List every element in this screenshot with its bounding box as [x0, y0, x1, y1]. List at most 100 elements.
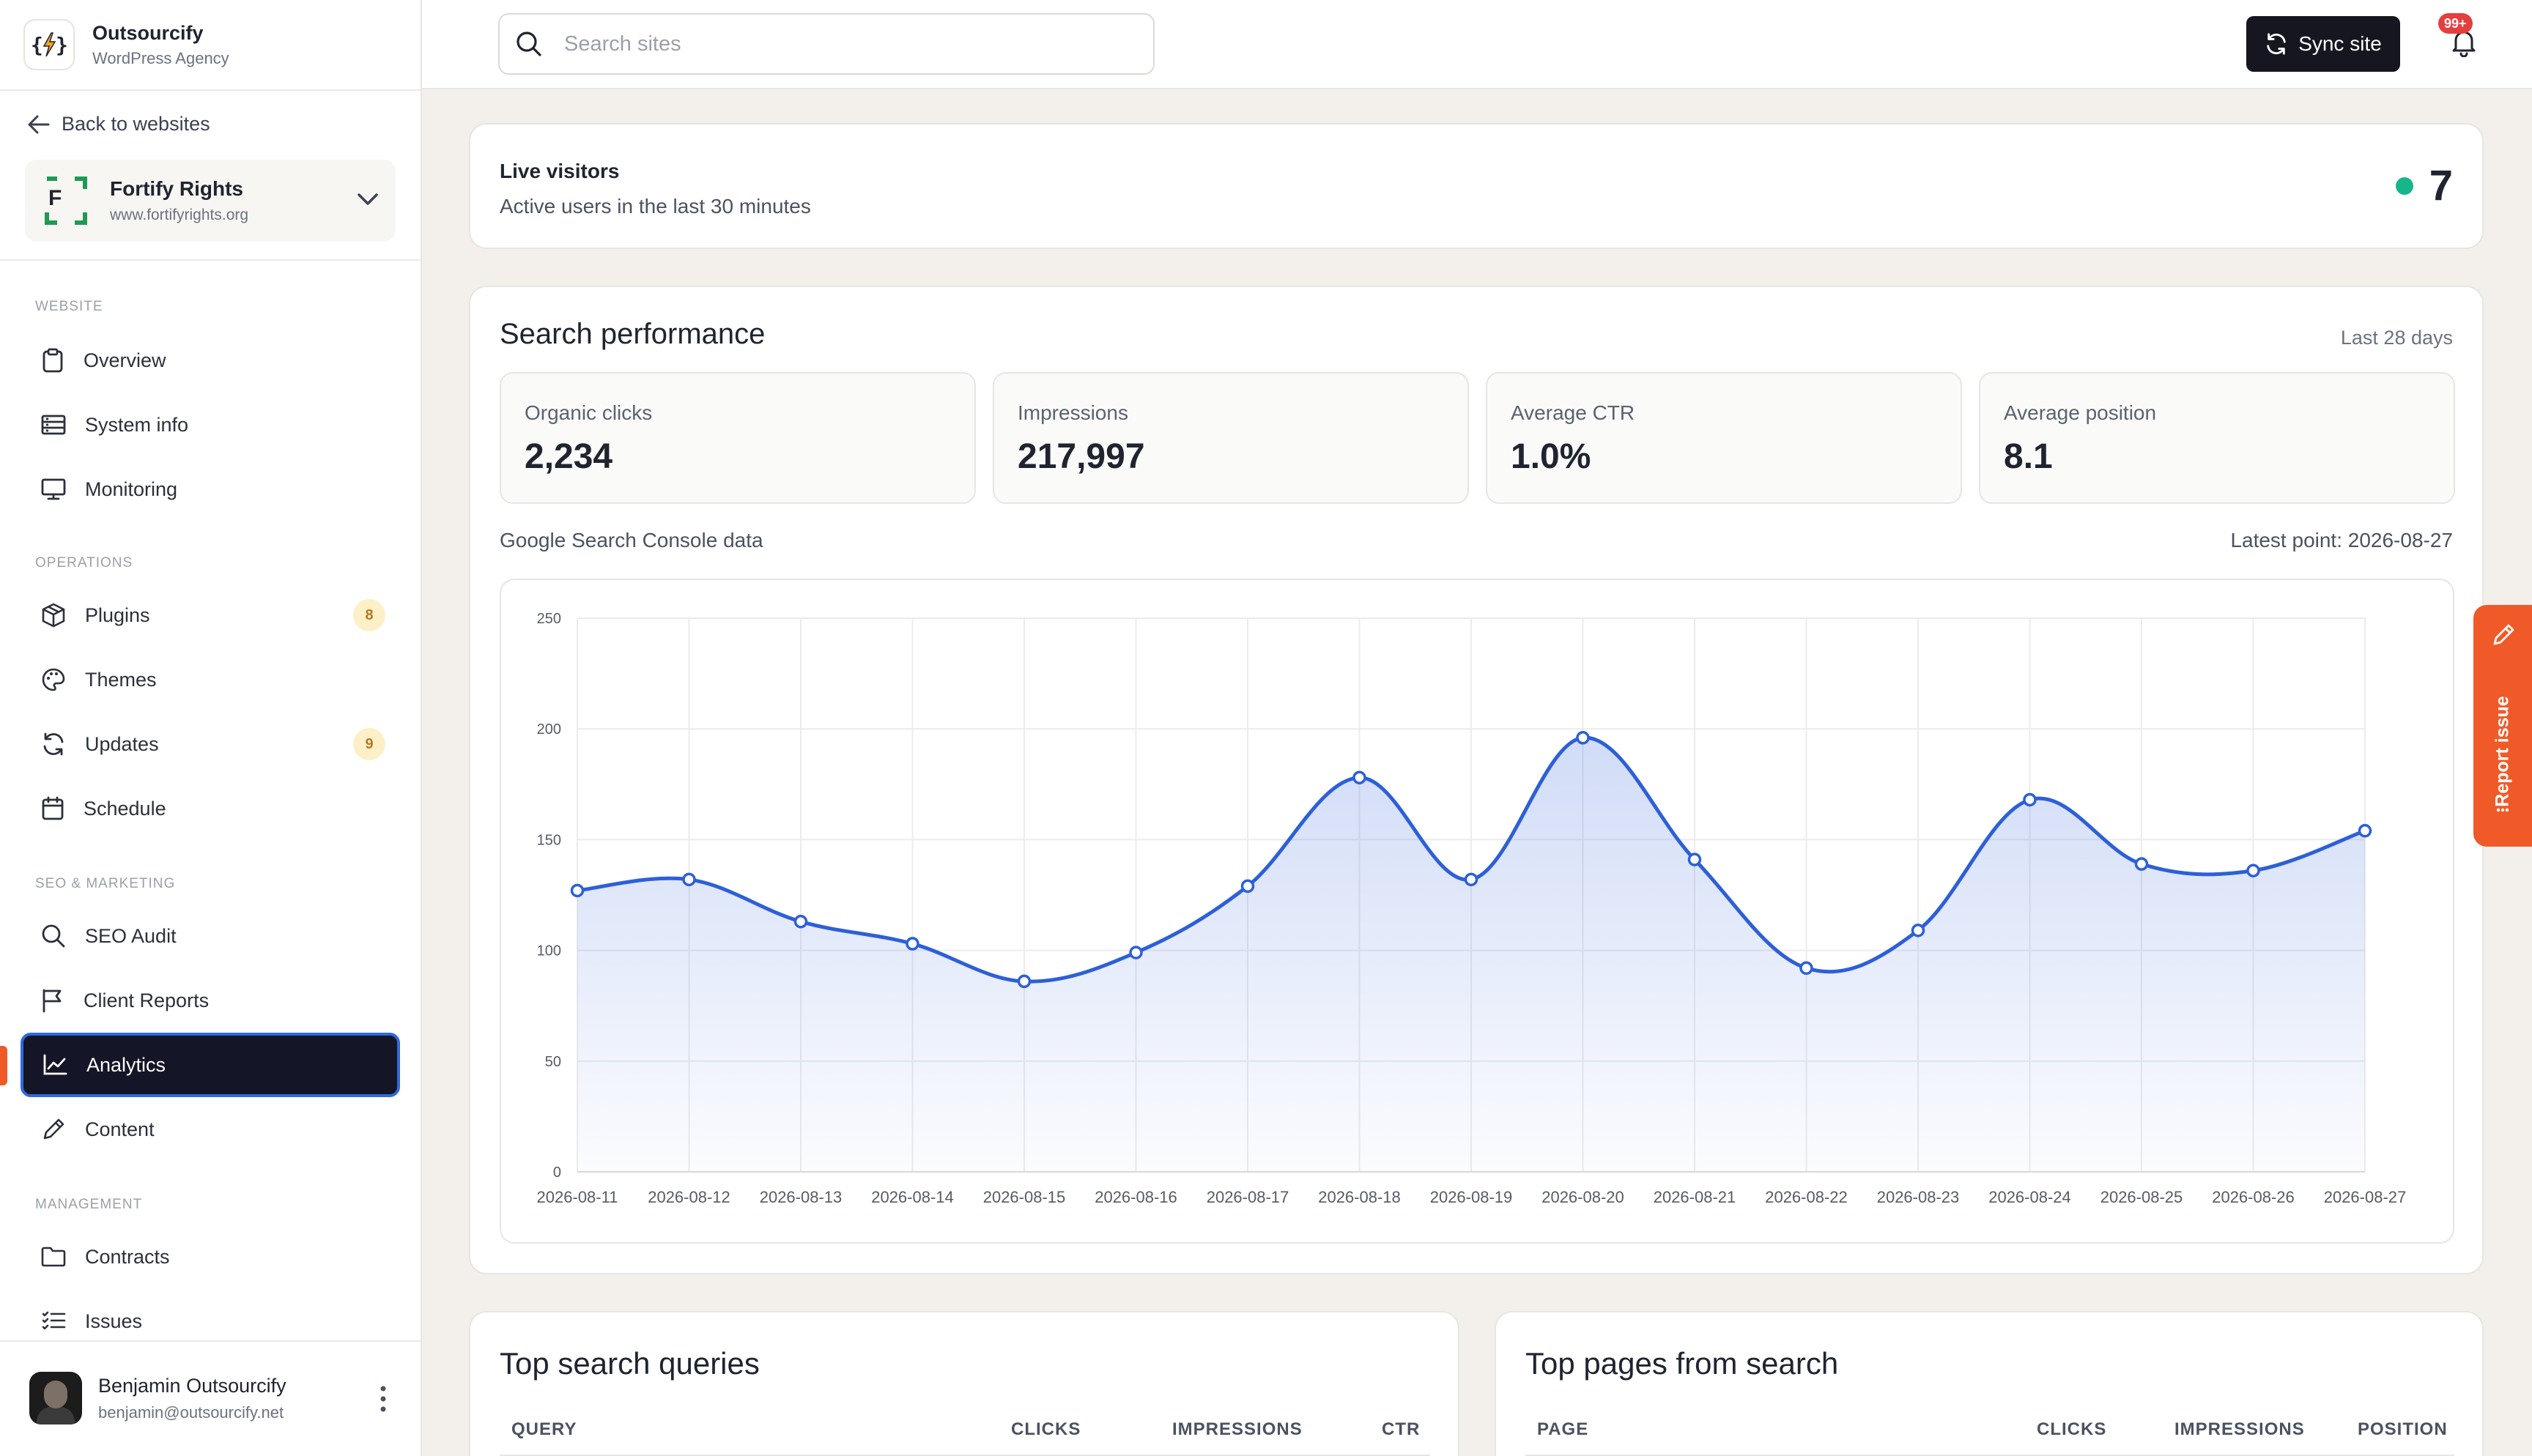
column-header-page[interactable]: PAGE	[1537, 1419, 1589, 1439]
x-tick-label: 2026-08-16	[1095, 1188, 1177, 1206]
plugins-count-badge: 8	[353, 599, 385, 631]
x-tick-label: 2026-08-23	[1877, 1188, 1960, 1206]
data-point	[1576, 731, 1590, 745]
top-pages-card: Top pages from search PAGE CLICKS IMPRES…	[1495, 1311, 2484, 1456]
data-point	[1240, 879, 1255, 894]
metric-value: 8.1	[2004, 437, 2053, 476]
clipboard-icon	[42, 348, 63, 373]
y-tick-label: 100	[537, 943, 561, 959]
report-issue-tab[interactable]: Report issue	[2473, 605, 2532, 847]
back-to-websites-link[interactable]: Back to websites	[26, 113, 210, 135]
section-management: MANAGEMENT	[35, 1197, 143, 1212]
brand-logo-icon: { }	[31, 32, 67, 57]
svg-text:}: }	[56, 33, 67, 57]
sidebar-item-schedule[interactable]: Schedule	[22, 779, 399, 838]
site-switcher[interactable]: F Fortify Rights www.fortifyrights.org	[25, 160, 396, 242]
live-visitors-card: Live visitors Active users in the last 3…	[469, 123, 2484, 249]
sidebar-item-client-reports[interactable]: Client Reports	[22, 971, 399, 1030]
divider	[0, 89, 421, 91]
column-header-position[interactable]: POSITION	[2358, 1419, 2448, 1439]
x-tick-label: 2026-08-24	[1988, 1188, 2071, 1206]
avatar	[29, 1372, 82, 1425]
more-vertical-icon[interactable]	[378, 1384, 388, 1414]
user-name: Benjamin Outsourcify	[98, 1374, 286, 1397]
sidebar-item-label: Overview	[84, 349, 166, 371]
x-tick-label: 2026-08-17	[1207, 1188, 1289, 1206]
section-website: WEBSITE	[35, 299, 103, 314]
y-tick-label: 0	[553, 1165, 561, 1181]
top-pages-title: Top pages from search	[1525, 1346, 1839, 1381]
data-point	[1911, 924, 1925, 937]
x-tick-label: 2026-08-19	[1430, 1188, 1513, 1206]
sidebar-item-content[interactable]: Content	[22, 1100, 399, 1159]
metric-label: Organic clicks	[525, 401, 653, 424]
data-point	[1799, 961, 1813, 976]
y-tick-label: 200	[537, 721, 561, 738]
column-header-query[interactable]: QUERY	[511, 1419, 577, 1439]
x-tick-label: 2026-08-27	[2324, 1188, 2407, 1206]
divider	[500, 1455, 1430, 1456]
y-tick-label: 150	[537, 832, 561, 848]
column-header-clicks[interactable]: CLICKS	[2037, 1419, 2107, 1439]
x-tick-label: 2026-08-22	[1765, 1188, 1848, 1206]
user-profile[interactable]: Benjamin Outsourcify benjamin@outsourcif…	[29, 1371, 396, 1425]
bell-icon[interactable]	[2450, 28, 2478, 57]
refresh-icon	[2267, 33, 2286, 55]
pencil-icon	[2493, 624, 2514, 645]
sidebar-item-themes[interactable]: Themes	[22, 650, 399, 709]
metric-average-ctr: Average CTR 1.0%	[1486, 372, 1962, 504]
report-issue-label: Report issue	[2492, 696, 2513, 807]
sidebar-item-plugins[interactable]: Plugins 8	[22, 586, 399, 645]
search-icon	[517, 31, 541, 56]
sidebar-item-label: Updates	[85, 732, 159, 755]
x-tick-label: 2026-08-12	[648, 1188, 730, 1206]
arrow-left-icon	[28, 115, 50, 133]
search-box[interactable]	[498, 13, 1155, 75]
sidebar: { } Outsourcify WordPress Agency Back to…	[0, 0, 422, 1456]
column-header-clicks[interactable]: CLICKS	[1011, 1419, 1081, 1439]
sidebar-item-system-info[interactable]: System info	[22, 395, 399, 454]
top-search-queries-title: Top search queries	[500, 1346, 760, 1381]
sidebar-item-overview[interactable]: Overview	[22, 331, 399, 390]
column-header-ctr[interactable]: CTR	[1382, 1419, 1421, 1439]
live-visitors-subtitle: Active users in the last 30 minutes	[500, 195, 811, 218]
package-icon	[42, 603, 65, 628]
search-input[interactable]	[564, 31, 1121, 56]
metric-average-position: Average position 8.1	[1979, 372, 2455, 504]
search-performance-title: Search performance	[500, 318, 766, 350]
chevron-down-icon[interactable]	[355, 186, 381, 212]
sidebar-item-seo-audit[interactable]: SEO Audit	[22, 907, 399, 965]
top-search-queries-card: Top search queries QUERY CLICKS IMPRESSI…	[469, 1311, 1459, 1456]
sidebar-item-label: Contracts	[85, 1245, 170, 1268]
column-header-impressions[interactable]: IMPRESSIONS	[2174, 1419, 2305, 1439]
palette-icon	[42, 668, 65, 691]
section-operations: OPERATIONS	[35, 555, 133, 571]
top-bar: Sync site 99+	[422, 0, 2532, 89]
live-visitors-count: 7	[2429, 162, 2453, 209]
date-range-label: Last 28 days	[2340, 327, 2453, 349]
svg-text:F: F	[48, 186, 62, 210]
monitor-icon	[41, 478, 66, 500]
sidebar-item-issues[interactable]: Issues	[22, 1292, 399, 1351]
sidebar-item-contracts[interactable]: Contracts	[22, 1227, 399, 1286]
column-header-impressions[interactable]: IMPRESSIONS	[1172, 1419, 1303, 1439]
x-tick-label: 2026-08-26	[2212, 1188, 2295, 1206]
brand-logo: { }	[23, 19, 75, 70]
user-email: benjamin@outsourcify.net	[98, 1403, 284, 1422]
x-tick-label: 2026-08-21	[1654, 1188, 1736, 1206]
sidebar-item-analytics[interactable]: Analytics	[21, 1033, 400, 1097]
sidebar-item-monitoring[interactable]: Monitoring	[22, 460, 399, 519]
sync-site-button[interactable]: Sync site	[2246, 16, 2400, 72]
data-point	[2134, 857, 2149, 871]
data-point	[1129, 946, 1143, 959]
x-tick-label: 2026-08-20	[1541, 1188, 1624, 1206]
latest-point-label: Latest point: 2026-08-27	[2230, 529, 2453, 551]
sidebar-item-updates[interactable]: Updates 9	[22, 715, 399, 773]
brand-name: Outsourcify	[92, 21, 204, 44]
metric-organic-clicks: Organic clicks 2,234	[500, 372, 976, 504]
site-name: Fortify Rights	[110, 177, 243, 200]
x-tick-label: 2026-08-25	[2100, 1188, 2183, 1206]
chart-line-icon	[43, 1054, 67, 1075]
brand[interactable]: { } Outsourcify WordPress Agency	[23, 19, 229, 70]
section-seo-marketing: SEO & MARKETING	[35, 876, 176, 891]
